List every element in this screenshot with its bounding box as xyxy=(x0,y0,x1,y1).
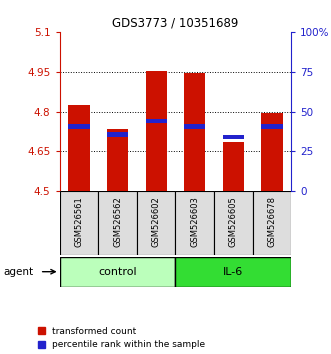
Text: control: control xyxy=(98,267,137,277)
Text: GSM526561: GSM526561 xyxy=(74,196,83,247)
Bar xyxy=(107,132,128,137)
Bar xyxy=(261,124,283,129)
Bar xyxy=(184,73,205,191)
Text: agent: agent xyxy=(3,267,33,277)
Bar xyxy=(175,191,214,255)
Text: IL-6: IL-6 xyxy=(223,267,244,277)
Bar xyxy=(60,191,98,255)
Bar xyxy=(137,191,175,255)
Bar xyxy=(68,105,89,191)
Bar xyxy=(253,191,291,255)
Bar xyxy=(146,119,167,124)
Bar xyxy=(68,124,89,129)
Bar xyxy=(175,257,291,287)
Text: GSM526603: GSM526603 xyxy=(190,196,199,247)
Bar xyxy=(146,71,167,191)
Bar xyxy=(107,129,128,191)
Text: GSM526602: GSM526602 xyxy=(152,196,161,247)
Bar xyxy=(98,191,137,255)
Text: GSM526605: GSM526605 xyxy=(229,196,238,247)
Text: GSM526562: GSM526562 xyxy=(113,196,122,247)
Bar xyxy=(60,257,175,287)
Legend: transformed count, percentile rank within the sample: transformed count, percentile rank withi… xyxy=(38,327,205,349)
Bar xyxy=(223,135,244,139)
Title: GDS3773 / 10351689: GDS3773 / 10351689 xyxy=(112,16,239,29)
Bar xyxy=(214,191,253,255)
Text: GSM526678: GSM526678 xyxy=(267,196,276,247)
Bar xyxy=(223,142,244,191)
Bar xyxy=(261,113,283,191)
Bar xyxy=(184,124,205,129)
